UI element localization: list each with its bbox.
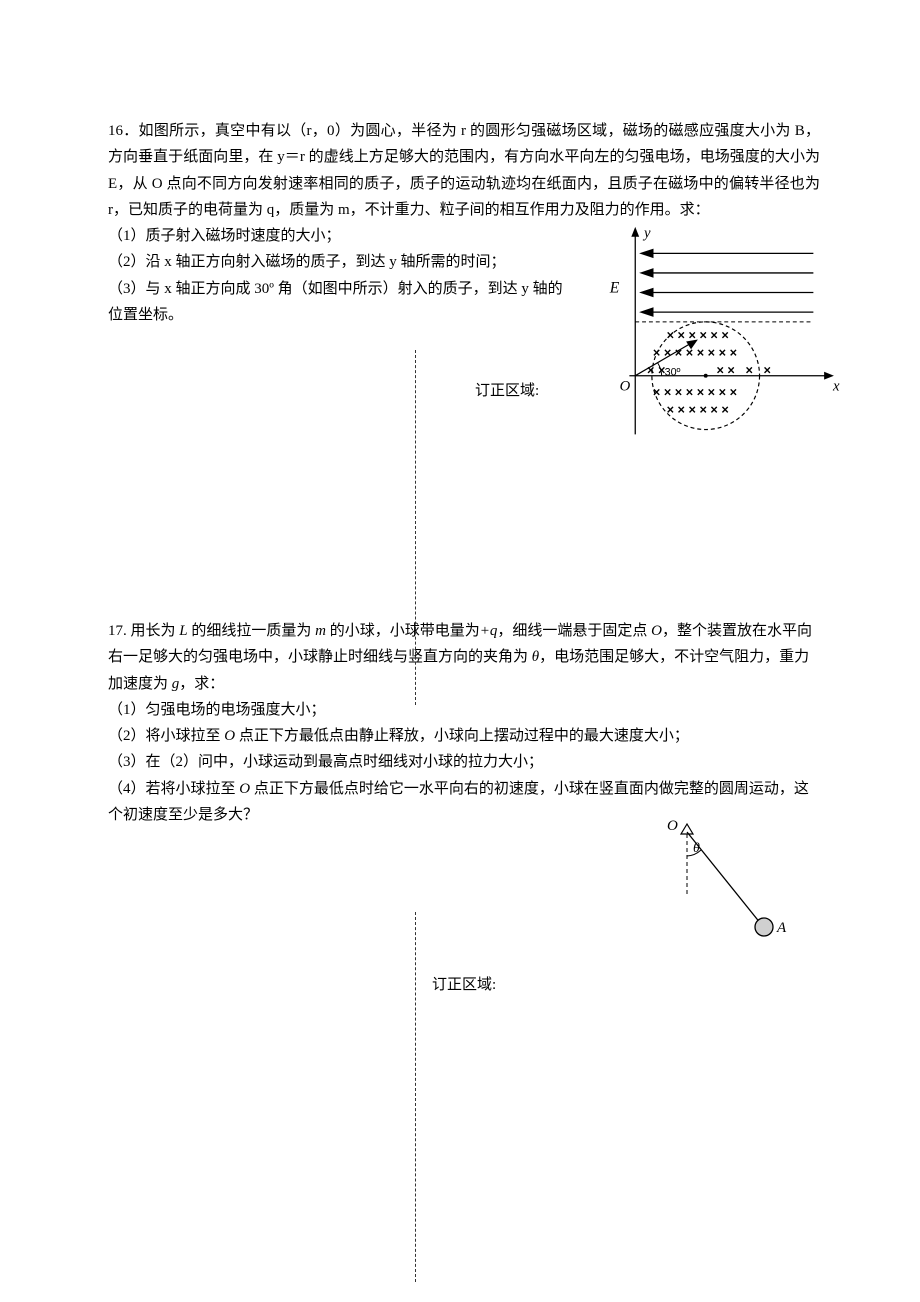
q16-sub2: （2）沿 x 轴正方向射入磁场的质子，到达 y 轴所需的时间； (108, 249, 568, 275)
dash-divider-1 (415, 350, 416, 705)
q17-number: 17. (108, 623, 131, 639)
dash-divider-2 (415, 912, 416, 1282)
svg-text:× × × ×: × × × × (716, 363, 770, 378)
q17-sub2: （2）将小球拉至 O 点正下方最低点由静止释放，小球向上摆动过程中的最大速度大小… (108, 723, 820, 749)
q17-sub1: （1）匀强电场的电场强度大小； (108, 697, 820, 723)
q17-figure: O θ A (617, 816, 787, 946)
angle-label: 30º (665, 367, 681, 379)
q17-o-label: O (667, 818, 678, 834)
o-label: O (620, 378, 631, 394)
question-17: 17. 用长为 L 的细线拉一质量为 m 的小球，小球带电量为+q，细线一端悬于… (108, 618, 820, 828)
svg-text:× ×: × × (647, 363, 665, 378)
q16-number: 16． (108, 123, 139, 139)
q16-figure: y x E × × × × (588, 224, 843, 454)
svg-text:× × × × × ×: × × × × × × (667, 327, 729, 342)
correction-area-1-label: 订正区域: (475, 378, 539, 404)
y-axis-label: y (642, 226, 651, 242)
q16-sub3: （3）与 x 轴正方向成 30º 角（如图中所示）射入的质子，到达 y 轴的位置… (108, 276, 568, 329)
q16-svg: y x E × × × × (588, 224, 843, 454)
q17-sub3: （3）在（2）问中，小球运动到最高点时细线对小球的拉力大小； (108, 749, 820, 775)
q17-theta-label: θ (693, 841, 700, 856)
q16-sub1: （1）质子射入磁场时速度的大小； (108, 223, 568, 249)
q16-intro-text: 如图所示，真空中有以（r，0）为圆心，半径为 r 的圆形匀强磁场区域，磁场的磁感… (108, 123, 820, 218)
q17-a-label: A (776, 920, 787, 936)
svg-text:× × × × × × × ×: × × × × × × × × (653, 384, 737, 399)
question-16: 16．如图所示，真空中有以（r，0）为圆心，半径为 r 的圆形匀强磁场区域，磁场… (108, 118, 820, 328)
q17-svg: O θ A (617, 816, 787, 946)
q17-intro: 17. 用长为 L 的细线拉一质量为 m 的小球，小球带电量为+q，细线一端悬于… (108, 618, 820, 697)
svg-text:× × × × × ×: × × × × × × (667, 402, 729, 417)
x-axis-label: x (832, 378, 840, 394)
e-field-arrows (641, 249, 813, 316)
q16-intro: 16．如图所示，真空中有以（r，0）为圆心，半径为 r 的圆形匀强磁场区域，磁场… (108, 118, 820, 223)
e-label: E (609, 280, 620, 297)
correction-area-2-label: 订正区域: (432, 972, 496, 998)
